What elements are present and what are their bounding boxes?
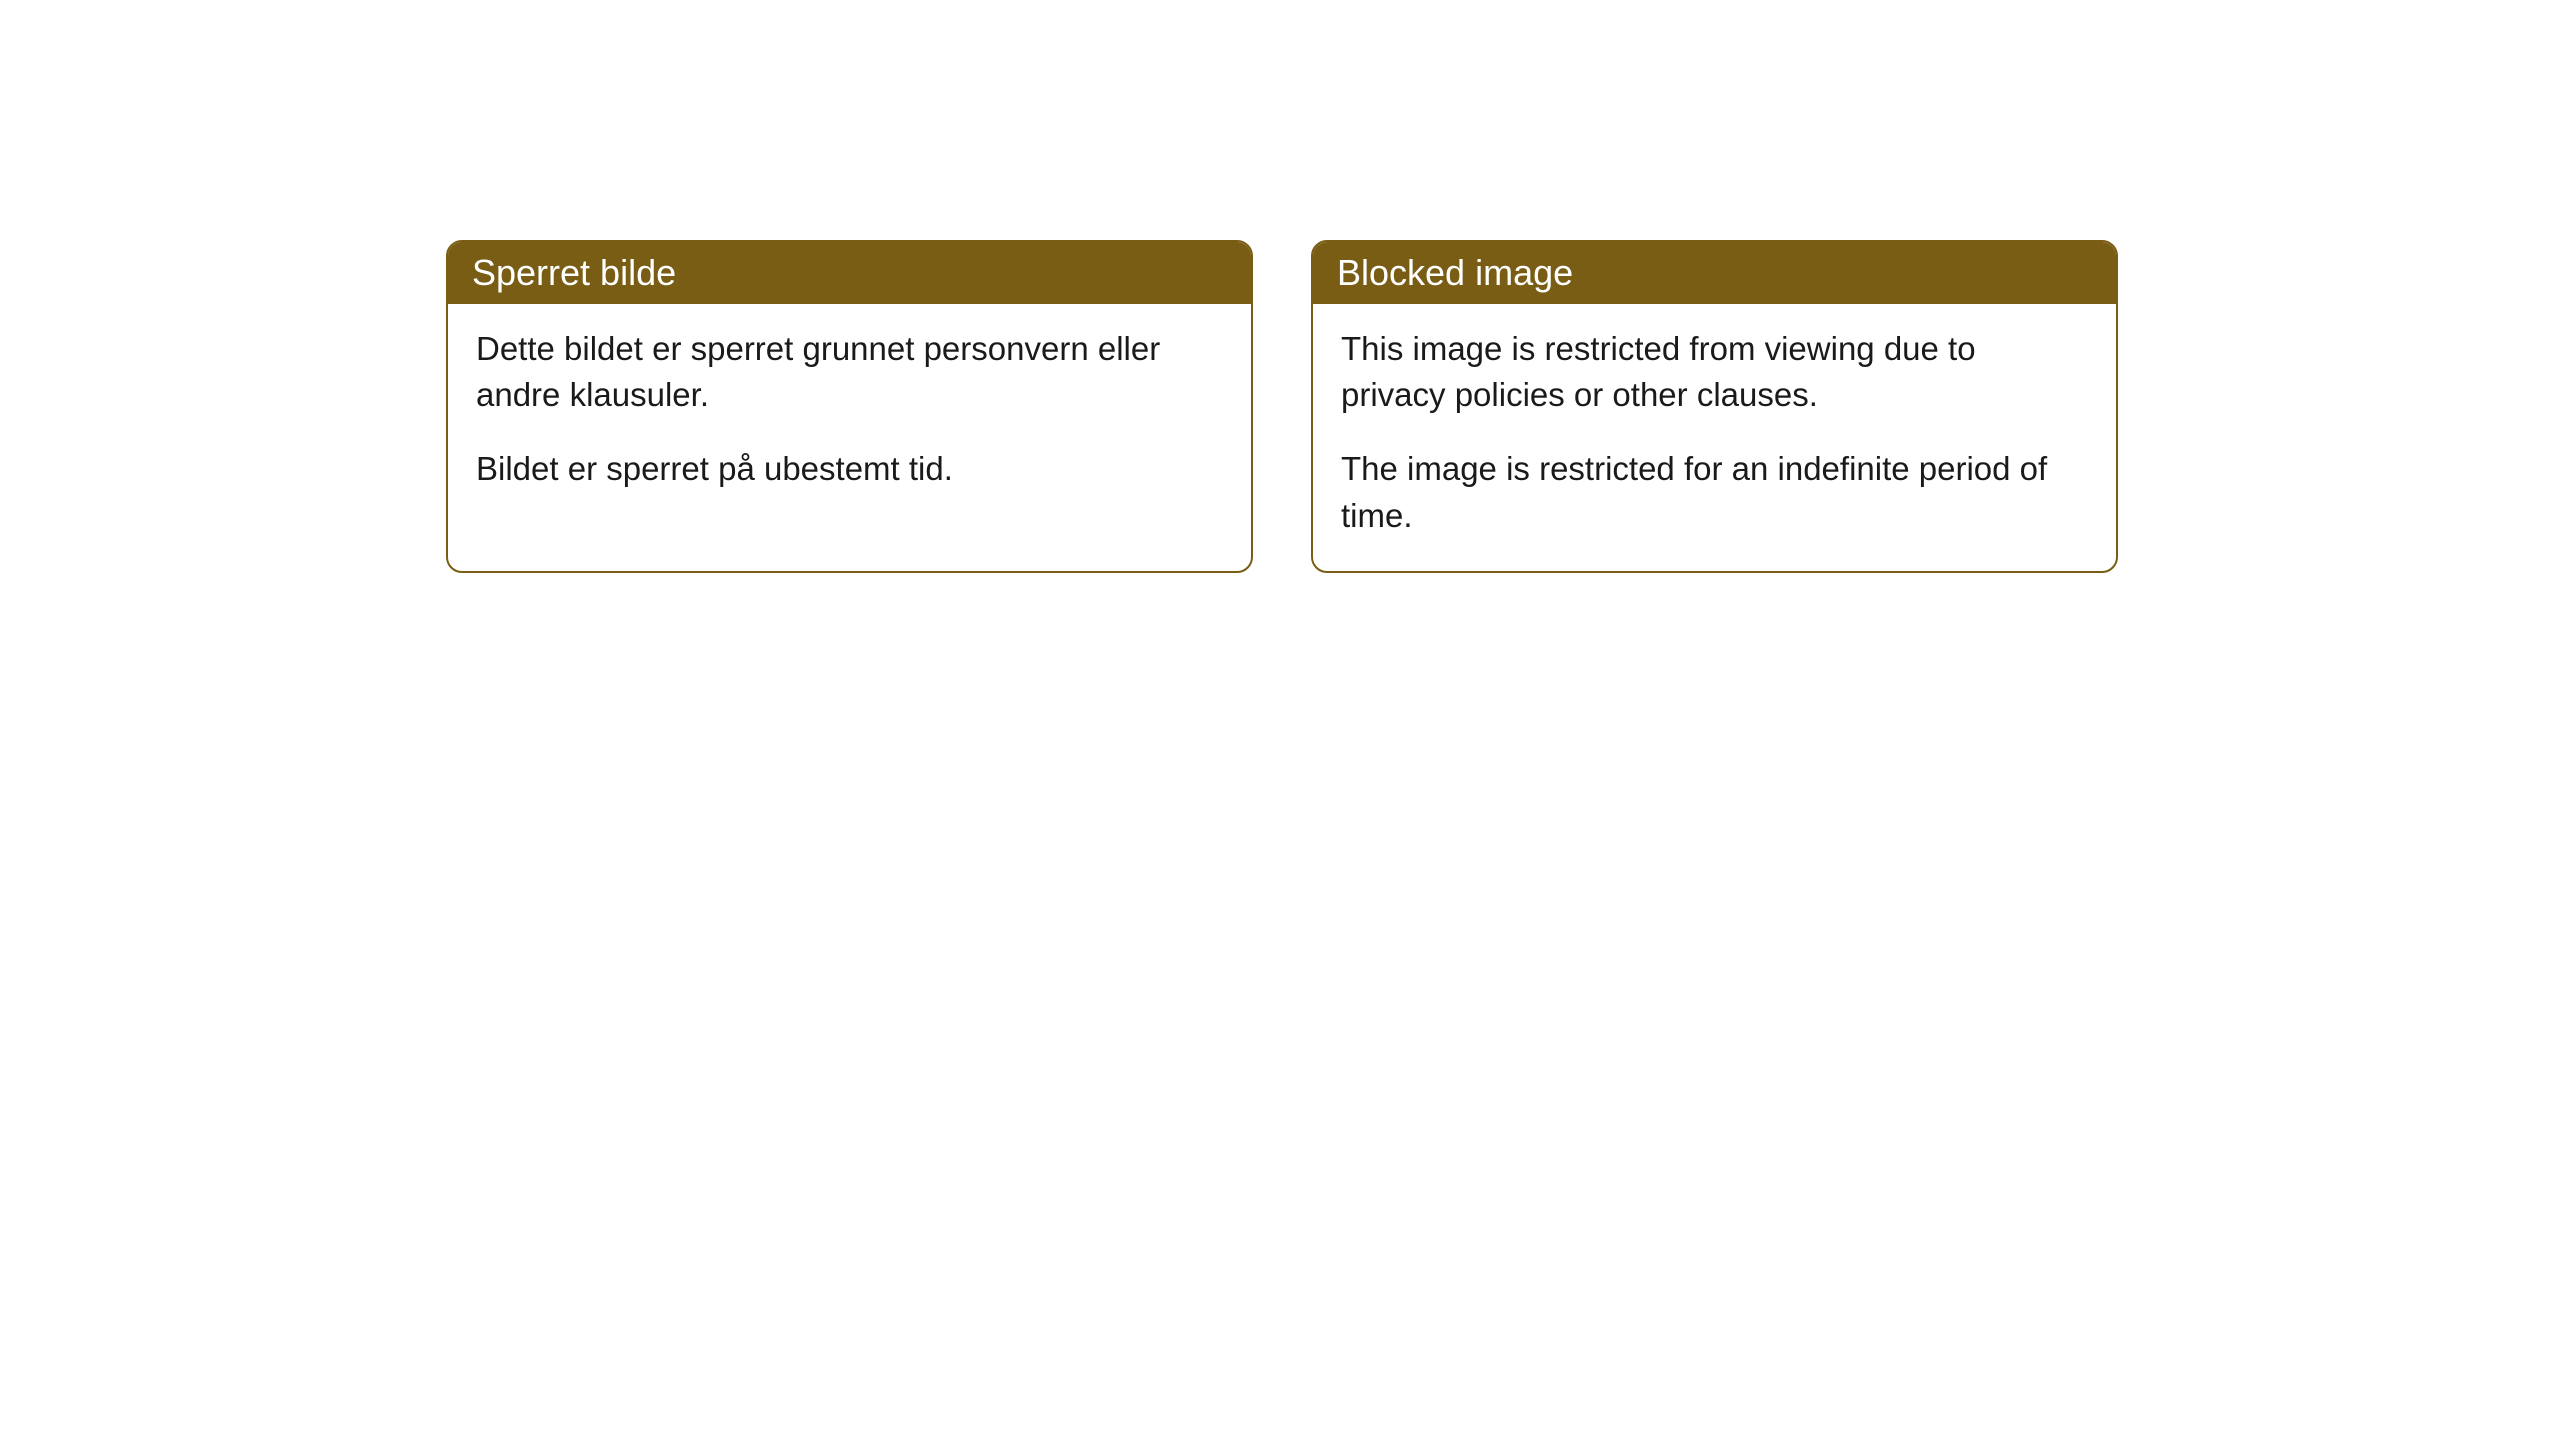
blocked-image-card-english: Blocked image This image is restricted f… (1311, 240, 2118, 573)
card-body: Dette bildet er sperret grunnet personve… (448, 304, 1251, 525)
card-paragraph-1: This image is restricted from viewing du… (1341, 326, 2088, 418)
cards-container: Sperret bilde Dette bildet er sperret gr… (446, 240, 2118, 573)
card-header: Blocked image (1313, 242, 2116, 304)
card-title: Sperret bilde (472, 252, 676, 293)
card-paragraph-2: Bildet er sperret på ubestemt tid. (476, 446, 1223, 492)
card-paragraph-1: Dette bildet er sperret grunnet personve… (476, 326, 1223, 418)
card-title: Blocked image (1337, 252, 1573, 293)
card-header: Sperret bilde (448, 242, 1251, 304)
card-paragraph-2: The image is restricted for an indefinit… (1341, 446, 2088, 538)
card-body: This image is restricted from viewing du… (1313, 304, 2116, 571)
blocked-image-card-norwegian: Sperret bilde Dette bildet er sperret gr… (446, 240, 1253, 573)
